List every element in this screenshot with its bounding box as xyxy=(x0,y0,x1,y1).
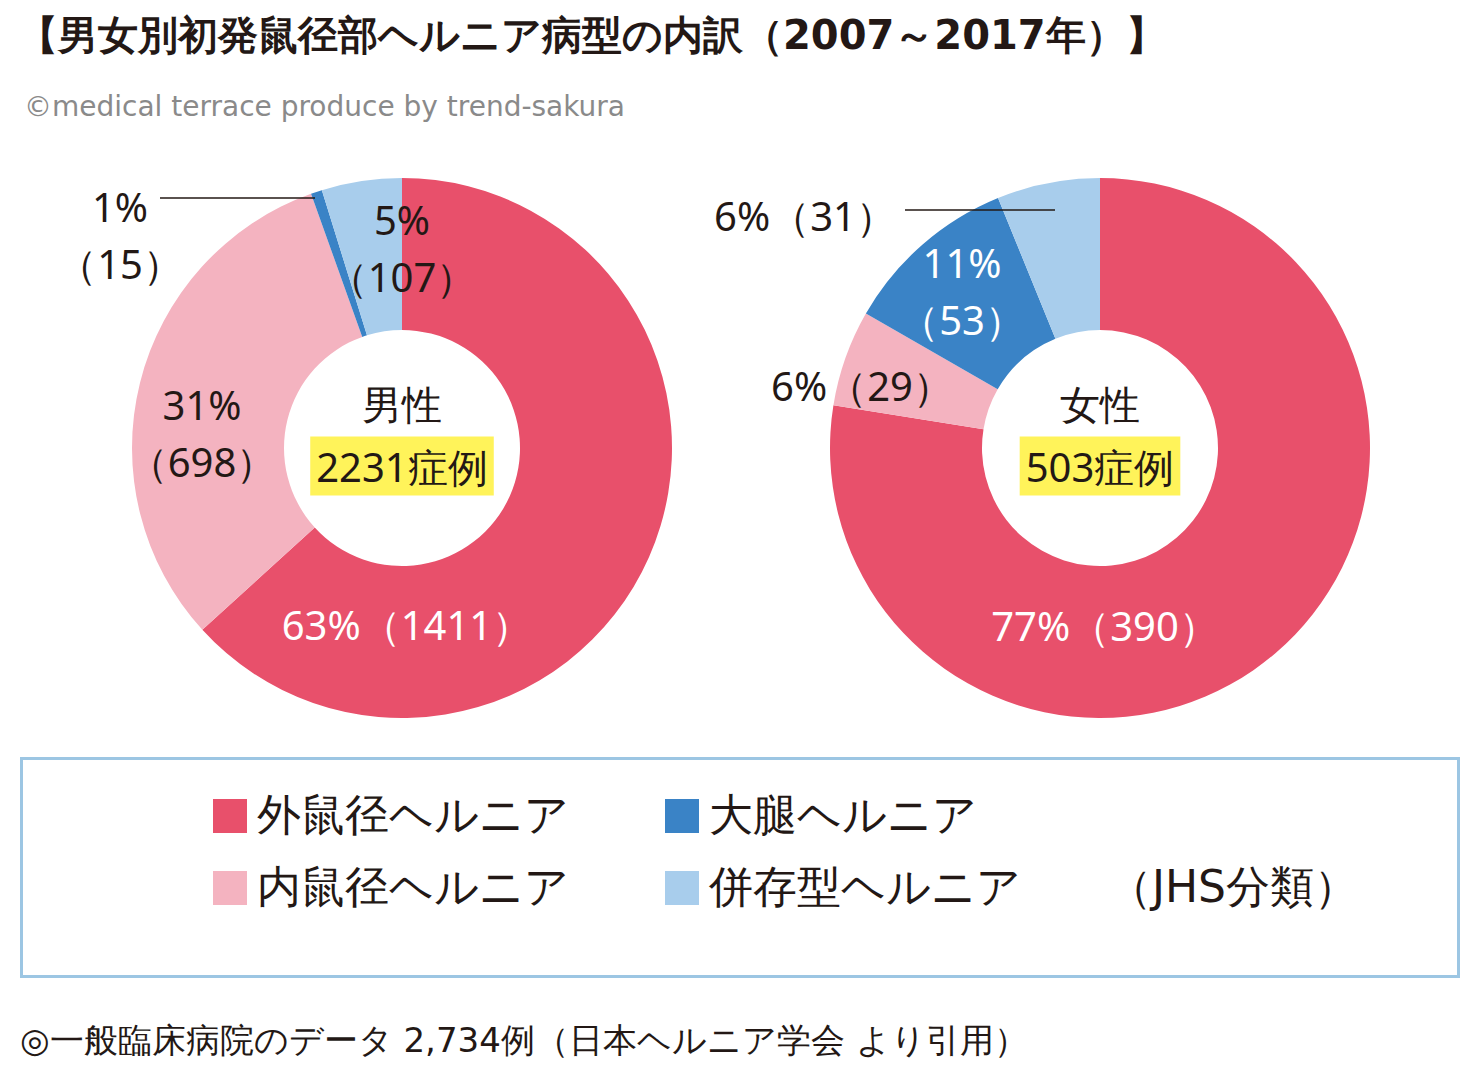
svg-text:2231症例: 2231症例 xyxy=(316,439,488,494)
svg-text:11%（53）: 11%（53） xyxy=(899,235,1025,347)
svg-text:503症例: 503症例 xyxy=(1026,439,1175,494)
html-text:©medical terrace produce by tr: ©medical terrace produce by trend-sakura xyxy=(24,90,625,123)
svg-text:6%（31）: 6%（31） xyxy=(714,188,896,243)
html-text:【男女別初発鼠径部ヘルニア病型の内訳（2007～2017年）: 【男女別初発鼠径部ヘルニア病型の内訳（2007～2017年）】 xyxy=(18,12,1166,58)
svg-text:31%（698）: 31%（698） xyxy=(128,377,277,489)
svg-text:男性: 男性 xyxy=(362,376,442,431)
svg-text:6%（29）: 6%（29） xyxy=(771,358,953,413)
svg-text:5%（107）: 5%（107） xyxy=(328,192,477,304)
svg-text:63%（1411）: 63%（1411） xyxy=(282,597,533,652)
svg-text:女性: 女性 xyxy=(1060,376,1140,431)
svg-text:77%（390）: 77%（390） xyxy=(991,598,1219,653)
html-text:内鼠径ヘルニア: 内鼠径ヘルニア xyxy=(257,861,569,912)
html-text:併存型ヘルニア: 併存型ヘルニア xyxy=(709,861,1021,912)
html-text:（JHS分類）: （JHS分類） xyxy=(1108,861,1358,912)
html-text:大腿ヘルニア: 大腿ヘルニア xyxy=(709,789,977,840)
svg-text:1%（15）: 1%（15） xyxy=(57,179,183,291)
html-text:外鼠径ヘルニア: 外鼠径ヘルニア xyxy=(257,789,569,840)
html-text:◎一般臨床病院のデータ 2,734例（日本ヘルニア学会 より: ◎一般臨床病院のデータ 2,734例（日本ヘルニア学会 より引用） xyxy=(20,1020,1028,1060)
